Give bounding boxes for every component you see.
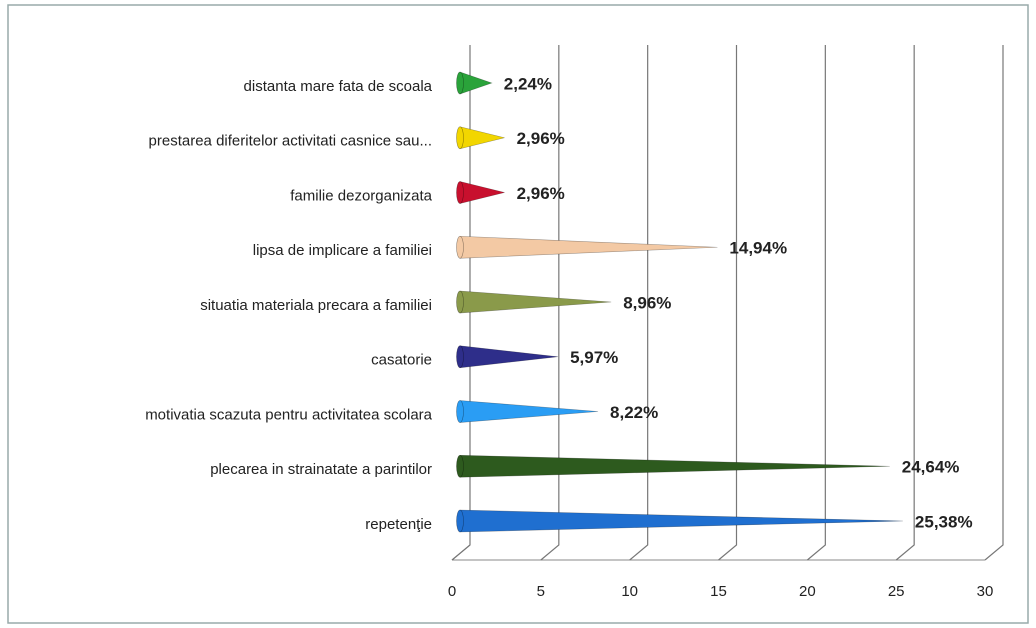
value-label: 2,96% — [517, 129, 565, 148]
value-label: 24,64% — [902, 458, 960, 477]
category-label: prestarea diferitelor activitati casnice… — [149, 133, 432, 150]
cone-base — [456, 290, 464, 314]
category-label: distanta mare fata de scoala — [244, 78, 433, 95]
x-tick-label: 0 — [448, 583, 456, 600]
grid-line — [451, 45, 471, 561]
cone — [459, 400, 599, 423]
category-label: plecarea in strainatate a parintilor — [210, 461, 432, 478]
category-label: casatorie — [371, 352, 432, 369]
value-label: 8,96% — [623, 293, 671, 312]
x-tick-label: 10 — [621, 583, 638, 600]
value-label: 8,22% — [610, 403, 658, 422]
cone — [459, 235, 718, 259]
x-tick-label: 20 — [799, 583, 816, 600]
cone-base — [456, 454, 464, 478]
x-tick-label: 30 — [977, 583, 994, 600]
frame — [7, 4, 1029, 624]
grid-line — [984, 45, 1004, 561]
grid-line — [895, 45, 915, 561]
cone — [459, 290, 612, 314]
category-label: repetenţie — [365, 516, 432, 533]
value-label: 2,24% — [504, 74, 552, 93]
category-label: motivatia scazuta pentru activitatea sco… — [145, 406, 432, 423]
x-tick-label: 5 — [537, 583, 545, 600]
grid-line — [718, 45, 738, 561]
cone-base — [456, 509, 464, 533]
cone-base — [456, 126, 464, 150]
cone — [459, 126, 505, 150]
category-label: lipsa de implicare a familiei — [253, 242, 432, 259]
value-label: 5,97% — [570, 348, 618, 367]
cone-base — [456, 71, 464, 95]
grid-line — [629, 45, 649, 561]
value-label: 25,38% — [915, 512, 973, 531]
category-label: familie dezorganizata — [290, 187, 432, 204]
cone-base — [456, 400, 464, 423]
value-label: 2,96% — [517, 184, 565, 203]
cone-base — [456, 181, 464, 204]
cone — [459, 181, 505, 204]
x-tick-label: 15 — [710, 583, 727, 600]
category-label: situatia materiala precara a familiei — [200, 297, 432, 314]
grid-line — [806, 45, 826, 561]
cone-base — [456, 235, 464, 259]
value-label: 14,94% — [729, 239, 787, 258]
grid-line — [540, 45, 560, 561]
cone — [459, 71, 493, 95]
x-tick-label: 25 — [888, 583, 905, 600]
cone — [459, 509, 903, 533]
cone — [459, 345, 559, 369]
cone-base — [456, 345, 464, 369]
